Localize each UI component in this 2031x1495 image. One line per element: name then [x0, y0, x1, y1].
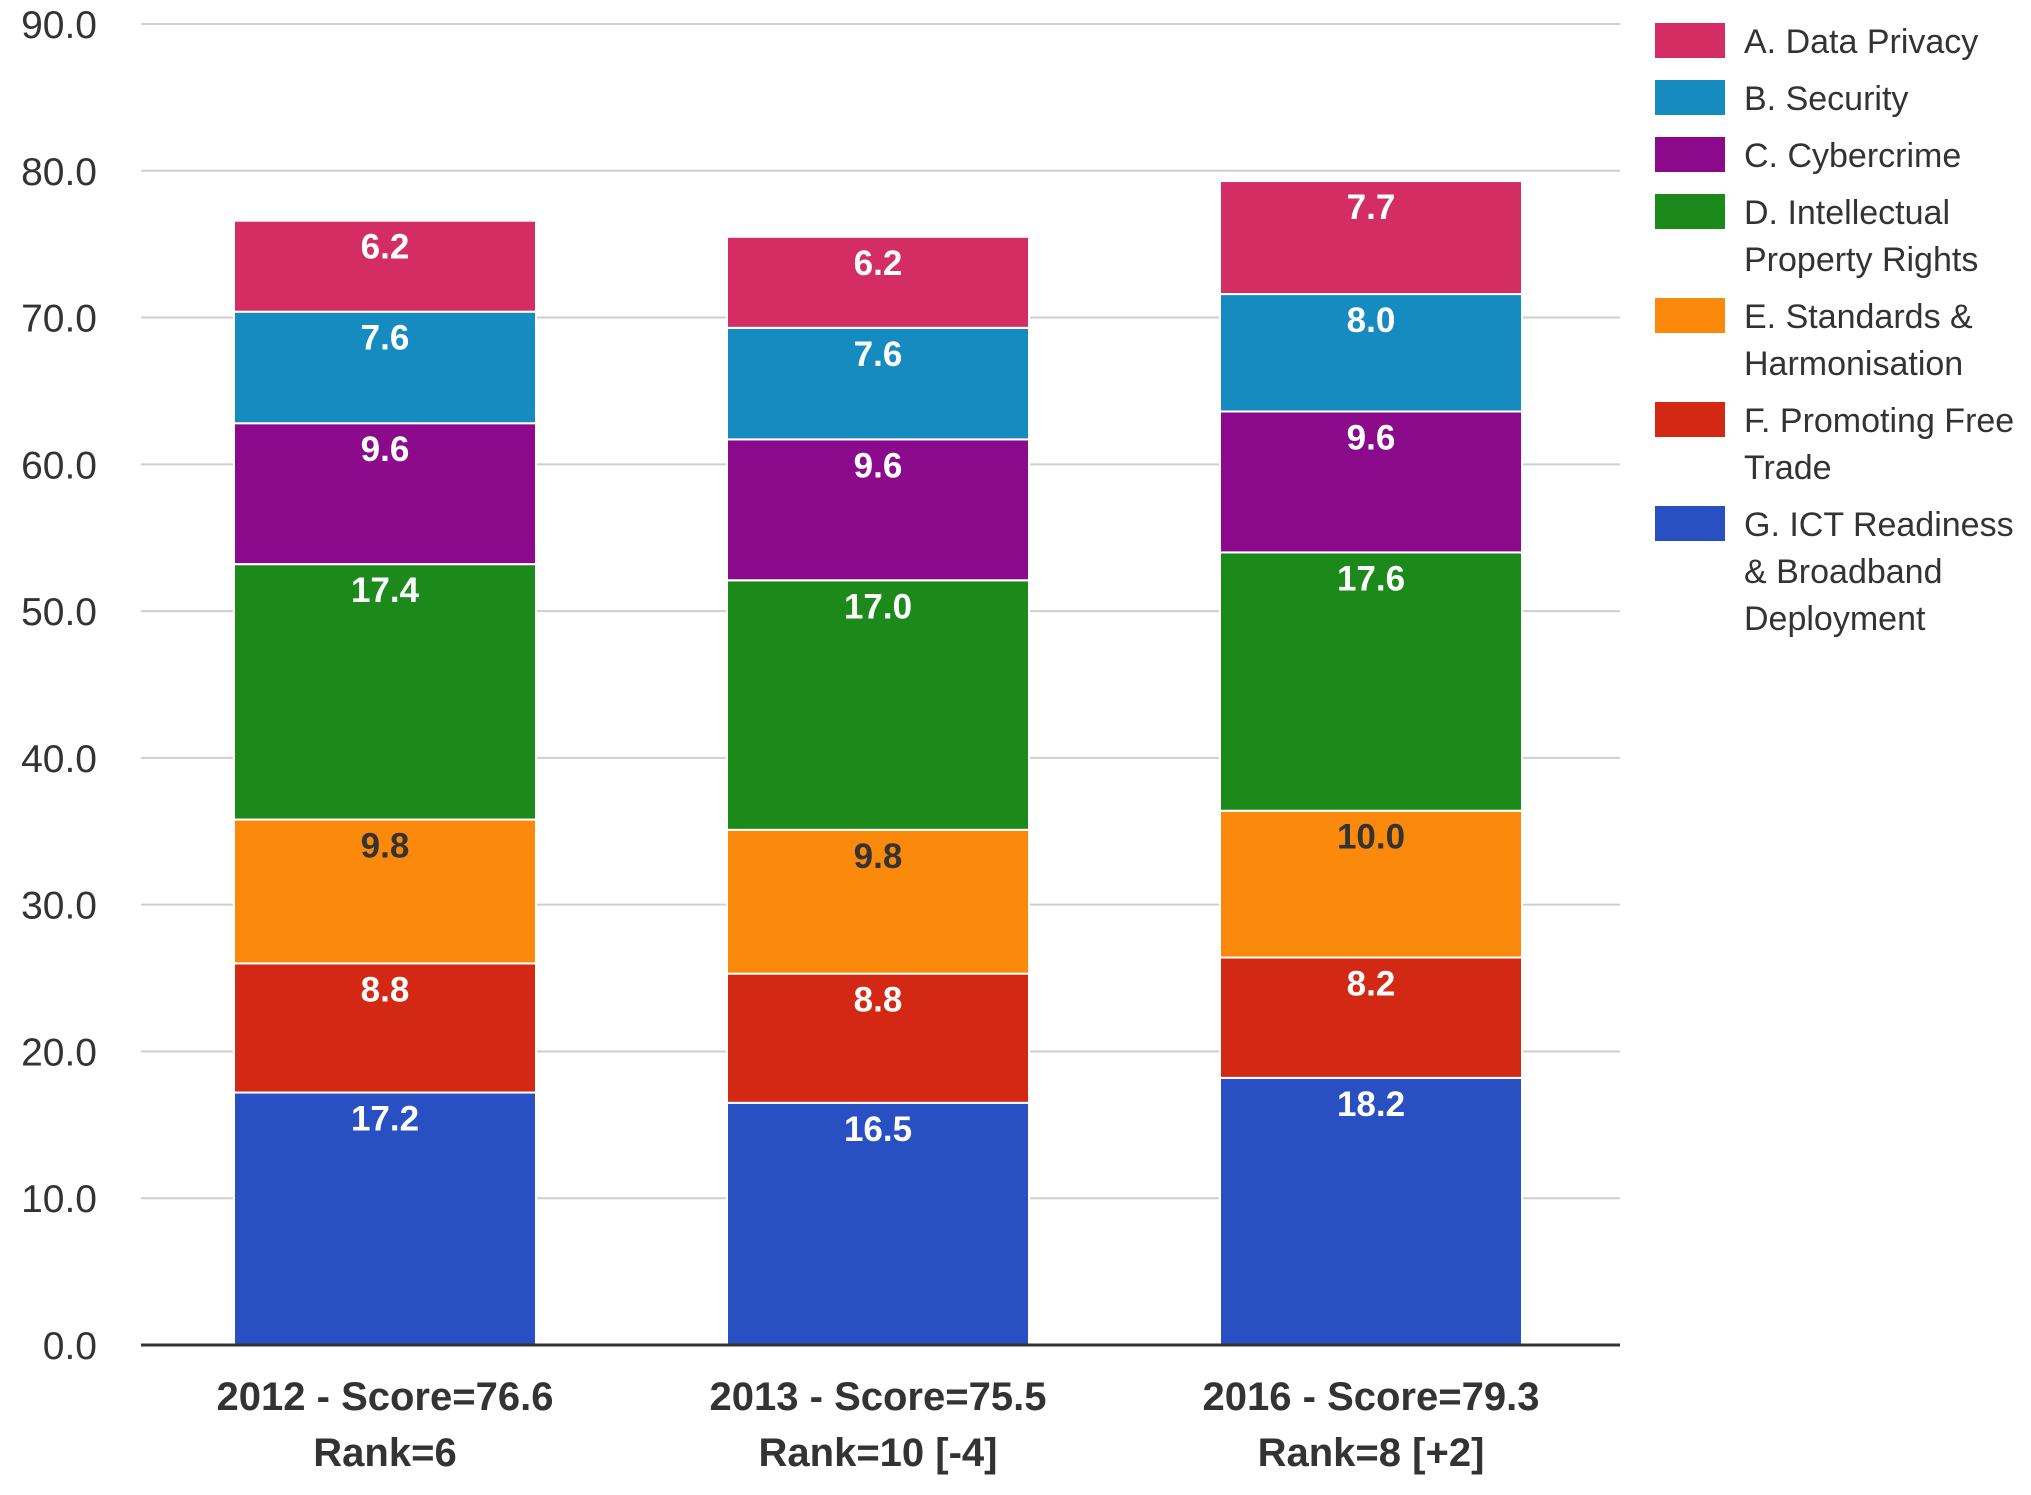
bar-segment	[1219, 956, 1523, 1079]
data-label: 8.0	[1347, 301, 1396, 340]
bar-segment	[726, 1101, 1030, 1346]
data-label: 9.8	[854, 837, 903, 876]
data-label: 9.6	[361, 430, 410, 469]
data-label: 9.6	[854, 446, 903, 485]
legend-label: D. Intellectual	[1744, 194, 1950, 232]
y-tick-label: 80.0	[21, 151, 97, 194]
legend-label: Trade	[1744, 449, 1832, 487]
legend: A. Data Privacy B. Security C. Cybercrime D…	[1655, 23, 2014, 638]
data-label: 16.5	[844, 1110, 912, 1149]
legend-swatch	[1655, 402, 1725, 437]
data-label: 17.2	[351, 1100, 419, 1139]
legend-label: B. Security	[1744, 80, 1908, 118]
legend-label: A. Data Privacy	[1744, 23, 1978, 61]
data-label: 7.6	[854, 335, 903, 374]
data-label: 9.8	[361, 827, 410, 866]
bar-segment	[233, 1091, 537, 1347]
bar-segment	[233, 219, 537, 313]
bar-segment	[726, 828, 1030, 975]
legend-swatch	[1655, 137, 1725, 172]
legend-label: C. Cybercrime	[1744, 137, 1961, 175]
bars	[233, 180, 1523, 1347]
x-tick-label: Rank=8 [+2]	[1258, 1431, 1485, 1475]
y-tick-label: 10.0	[21, 1178, 97, 1221]
data-label: 10.0	[1337, 818, 1405, 857]
legend-swatch	[1655, 298, 1725, 333]
bar-segment	[726, 972, 1030, 1104]
data-label: 8.2	[1347, 965, 1396, 1004]
y-axis-ticks: 0.0 10.0 20.0 30.0 40.0 50.0 60.0 70.0 80.0 90.0	[21, 4, 97, 1368]
x-tick-label: Rank=6	[313, 1431, 456, 1475]
data-label: 9.6	[1347, 418, 1396, 457]
data-label: 8.8	[361, 970, 410, 1009]
y-tick-label: 70.0	[21, 298, 97, 341]
legend-label: Harmonisation	[1744, 345, 1963, 383]
data-label: 7.6	[361, 319, 410, 358]
data-label: 17.0	[844, 587, 912, 626]
bar-segment	[233, 818, 537, 965]
bar-segment	[233, 962, 537, 1094]
bar-segment	[726, 438, 1030, 582]
bar-segment	[233, 422, 537, 566]
legend-label: Deployment	[1744, 600, 1926, 638]
data-label: 17.4	[351, 571, 420, 610]
legend-swatch	[1655, 194, 1725, 229]
legend-swatch	[1655, 506, 1725, 541]
bar-segment	[233, 310, 537, 425]
x-tick-label: 2012 - Score=76.6	[217, 1375, 554, 1419]
data-label: 6.2	[854, 244, 903, 283]
bar-segment	[726, 326, 1030, 441]
data-label: 7.7	[1347, 188, 1396, 227]
y-tick-label: 50.0	[21, 591, 97, 634]
data-label: 17.6	[1337, 559, 1405, 598]
bar-segment	[1219, 180, 1523, 296]
x-tick-label: 2013 - Score=75.5	[710, 1375, 1047, 1419]
bar-segment	[1219, 1076, 1523, 1347]
legend-label: E. Standards &	[1744, 298, 1973, 336]
legend-label: & Broadband	[1744, 553, 1943, 591]
data-label: 18.2	[1337, 1085, 1405, 1124]
data-labels: 17.2 8.8 9.8 17.4 9.6 7.6 6.2 16.5 8.8 9.8 17.0 9.6…	[351, 188, 1405, 1149]
legend-label: F. Promoting Free	[1744, 402, 2014, 440]
bar-segment	[1219, 410, 1523, 554]
x-tick-label: 2016 - Score=79.3	[1203, 1375, 1540, 1419]
data-label: 6.2	[361, 228, 410, 267]
legend-swatch	[1655, 80, 1725, 115]
y-tick-label: 0.0	[43, 1325, 97, 1368]
y-tick-label: 30.0	[21, 885, 97, 928]
bar-segment	[233, 563, 537, 821]
data-label: 8.8	[854, 981, 903, 1020]
legend-label: G. ICT Readiness	[1744, 506, 2014, 544]
y-tick-label: 20.0	[21, 1031, 97, 1074]
bar-segment	[1219, 551, 1523, 812]
x-tick-label: Rank=10 [-4]	[759, 1431, 998, 1475]
bar-segment	[1219, 809, 1523, 959]
y-tick-label: 90.0	[21, 4, 97, 47]
legend-swatch	[1655, 23, 1725, 58]
y-tick-label: 40.0	[21, 738, 97, 781]
bar-segment	[1219, 293, 1523, 413]
bar-segment	[726, 235, 1030, 329]
legend-label: Property Rights	[1744, 241, 1978, 279]
y-tick-label: 60.0	[21, 444, 97, 487]
x-axis-labels: 2012 - Score=76.6 Rank=6 2013 - Score=75.5…	[217, 1375, 1540, 1475]
